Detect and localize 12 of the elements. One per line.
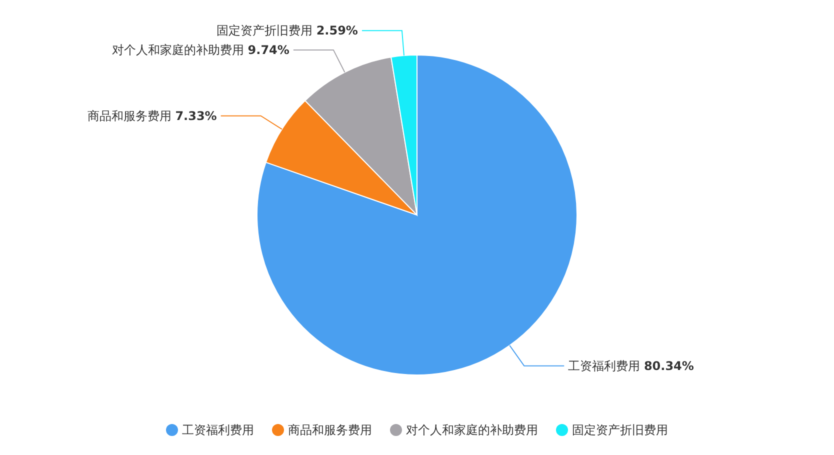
slice-label: 对个人和家庭的补助费用 (112, 42, 248, 57)
data-label: 80.34% (644, 358, 694, 373)
legend-label: 固定资产折旧费用 (572, 423, 668, 437)
legend-label: 工资福利费用 (182, 423, 254, 437)
data-label: 9.74% (248, 42, 290, 57)
legend-label: 对个人和家庭的补助费用 (406, 423, 538, 437)
slice-label: 商品和服务费用 (87, 108, 176, 123)
data-label: 2.59% (316, 24, 358, 38)
legend-label: 商品和服务费用 (288, 423, 372, 437)
slice-label: 固定资产折旧费用 (216, 24, 316, 38)
slice-label: 工资福利费用 (568, 358, 644, 373)
data-label: 7.33% (175, 108, 217, 123)
